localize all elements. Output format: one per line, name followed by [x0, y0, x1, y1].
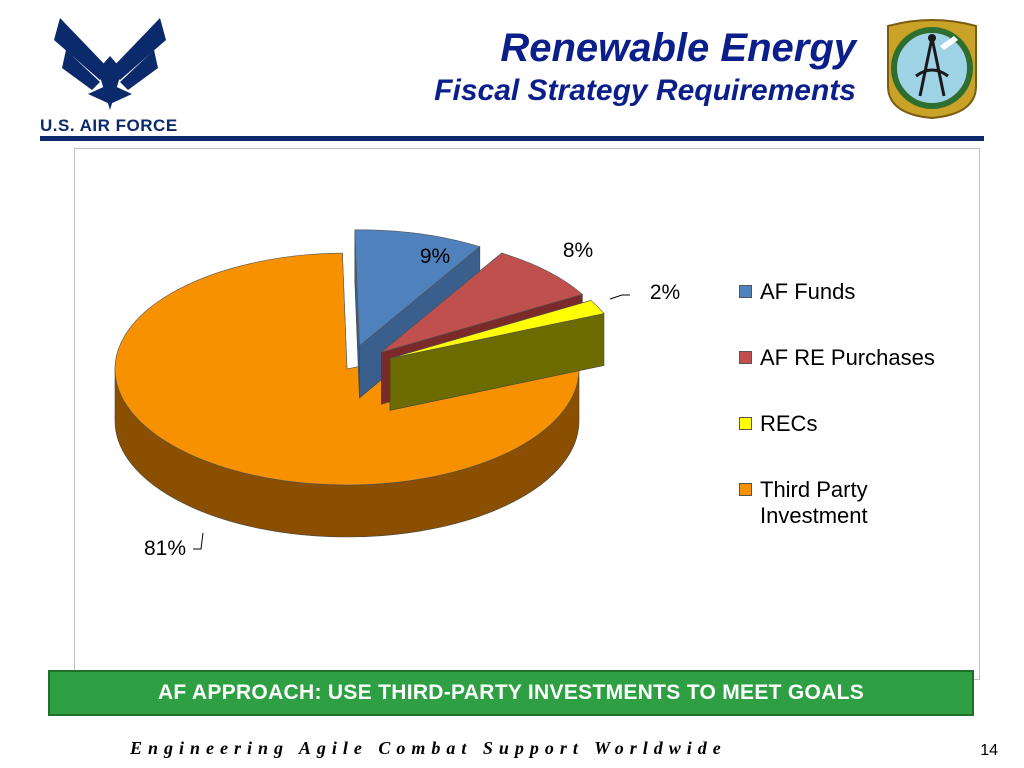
slice-top [114, 252, 580, 486]
label-leader-line [193, 532, 204, 550]
legend-item-recs: RECs [739, 411, 969, 437]
slice-top [381, 252, 583, 353]
legend-swatch-af-re-purchases [739, 351, 752, 364]
data-label-third-party-investment: 81% [144, 537, 186, 560]
legend-label-recs: RECs [760, 411, 818, 436]
slice-top [389, 300, 605, 359]
pie-chart: 9% 8% 2% 81% [114, 229, 680, 560]
header-rule [40, 136, 984, 141]
data-label-af-re-purchases: 8% [563, 239, 593, 262]
legend-label-af-re-purchases: AF RE Purchases [760, 345, 935, 370]
legend-swatch-recs [739, 417, 752, 430]
legend-swatch-af-funds [739, 285, 752, 298]
banner-text: AF APPROACH: USE THIRD-PARTY INVESTMENTS… [157, 681, 865, 704]
approach-banner: AF APPROACH: USE THIRD-PARTY INVESTMENTS… [48, 670, 974, 716]
legend-label-third-party-investment: Third Party Investment [760, 477, 868, 528]
data-label-af-funds: 9% [420, 245, 450, 268]
legend-swatch-third-party-investment [739, 483, 752, 496]
page-number: 14 [980, 742, 998, 759]
label-leader-line [609, 294, 630, 300]
logo-text: U.S. AIR FORCE [40, 116, 178, 135]
pie-slice-recs [389, 300, 605, 411]
title-subtitle: Fiscal Strategy Requirements [434, 74, 856, 107]
chart-area: 9% 8% 2% 81% AF Funds AF RE Purchases RECs … [74, 148, 980, 680]
title-main: Renewable Energy [500, 26, 856, 70]
slide-title: Renewable Energy Fiscal Strategy Require… [434, 24, 856, 110]
legend-label-af-funds: AF Funds [760, 279, 856, 304]
legend-item-third-party-investment: Third Party Investment [739, 477, 969, 529]
legend-item-af-re-purchases: AF RE Purchases [739, 345, 969, 371]
legend-item-af-funds: AF Funds [739, 279, 969, 305]
footer-tagline: Engineering Agile Combat Support Worldwi… [130, 738, 727, 758]
air-force-logo [54, 18, 166, 110]
data-label-recs: 2% [650, 281, 680, 304]
slice-top [354, 229, 481, 347]
agency-seal-icon [887, 19, 977, 120]
chart-legend: AF Funds AF RE Purchases RECs Third Part… [739, 279, 969, 569]
